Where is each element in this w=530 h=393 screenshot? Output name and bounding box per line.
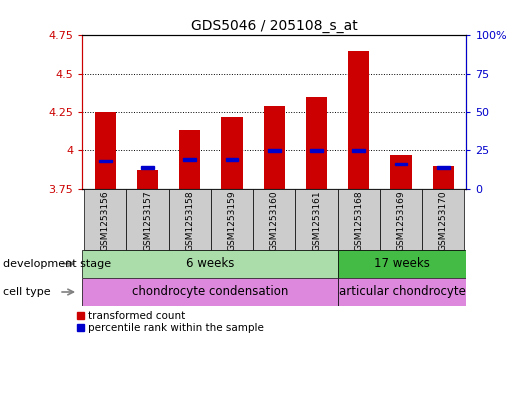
Text: GSM1253170: GSM1253170	[439, 191, 448, 251]
Bar	[95, 112, 116, 189]
Bar	[422, 189, 464, 250]
Text: GSM1253168: GSM1253168	[354, 191, 363, 251]
Text: GSM1253159: GSM1253159	[227, 191, 236, 251]
Bar	[380, 189, 422, 250]
Text: development stage: development stage	[3, 259, 111, 269]
Bar	[395, 163, 407, 165]
Bar	[338, 278, 466, 306]
Bar	[352, 149, 365, 152]
Title: GDS5046 / 205108_s_at: GDS5046 / 205108_s_at	[191, 19, 358, 33]
Bar	[253, 189, 295, 250]
Bar	[84, 189, 127, 250]
Bar	[268, 149, 280, 152]
Bar	[348, 51, 369, 189]
Legend: transformed count, percentile rank within the sample: transformed count, percentile rank withi…	[77, 311, 264, 333]
Bar	[142, 166, 154, 169]
Bar	[183, 158, 196, 161]
Bar	[338, 250, 466, 278]
Bar	[306, 97, 327, 189]
Bar	[295, 189, 338, 250]
Text: articular chondrocyte: articular chondrocyte	[339, 285, 466, 299]
Bar	[222, 117, 243, 189]
Bar	[211, 189, 253, 250]
Bar	[437, 166, 449, 169]
Bar	[432, 165, 454, 189]
Text: 6 weeks: 6 weeks	[186, 257, 234, 270]
Text: GSM1253158: GSM1253158	[186, 191, 195, 251]
Bar	[169, 189, 211, 250]
Bar	[226, 158, 238, 161]
Bar	[99, 160, 112, 162]
Bar	[338, 189, 380, 250]
Text: GSM1253169: GSM1253169	[396, 191, 405, 251]
Text: GSM1253161: GSM1253161	[312, 191, 321, 251]
Bar	[391, 155, 411, 189]
Text: GSM1253160: GSM1253160	[270, 191, 279, 251]
Bar	[310, 149, 323, 152]
Bar	[179, 130, 200, 189]
Text: GSM1253156: GSM1253156	[101, 191, 110, 251]
Text: GSM1253157: GSM1253157	[143, 191, 152, 251]
Bar	[82, 278, 338, 306]
Text: cell type: cell type	[3, 287, 50, 297]
Bar	[127, 189, 169, 250]
Bar	[264, 106, 285, 189]
Text: 17 weeks: 17 weeks	[374, 257, 430, 270]
Bar	[82, 250, 338, 278]
Text: chondrocyte condensation: chondrocyte condensation	[132, 285, 288, 299]
Bar	[137, 170, 158, 189]
